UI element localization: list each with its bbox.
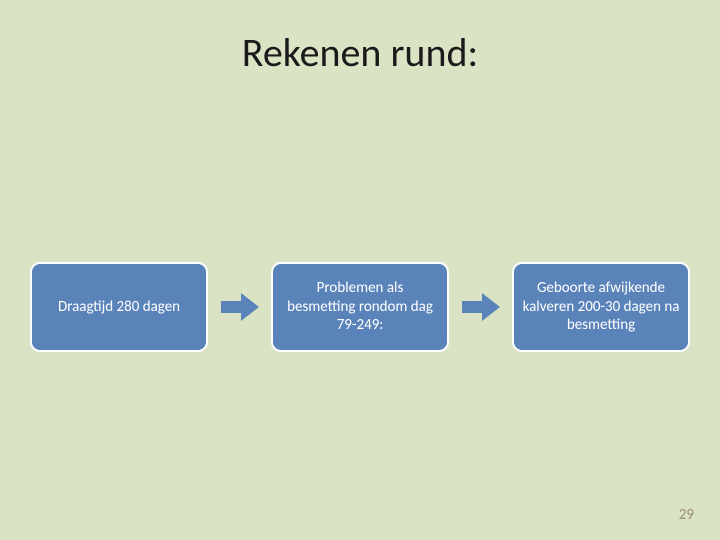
flow-node-2-label: Problemen als besmetting rondom dag 79-2… — [281, 279, 439, 335]
flow-diagram: Draagtijd 280 dagen Problemen als besmet… — [30, 262, 690, 352]
flow-node-3: Geboorte afwijkende kalveren 200-30 dage… — [512, 262, 690, 352]
flow-node-3-label: Geboorte afwijkende kalveren 200-30 dage… — [522, 279, 680, 335]
arrow-icon — [461, 291, 501, 323]
slide-title: Rekenen rund: — [0, 28, 720, 77]
page-number: 29 — [679, 506, 694, 524]
flow-node-1-label: Draagtijd 280 dagen — [58, 298, 180, 317]
flow-node-2: Problemen als besmetting rondom dag 79-2… — [271, 262, 449, 352]
arrow-icon — [220, 291, 260, 323]
flow-node-1: Draagtijd 280 dagen — [30, 262, 208, 352]
